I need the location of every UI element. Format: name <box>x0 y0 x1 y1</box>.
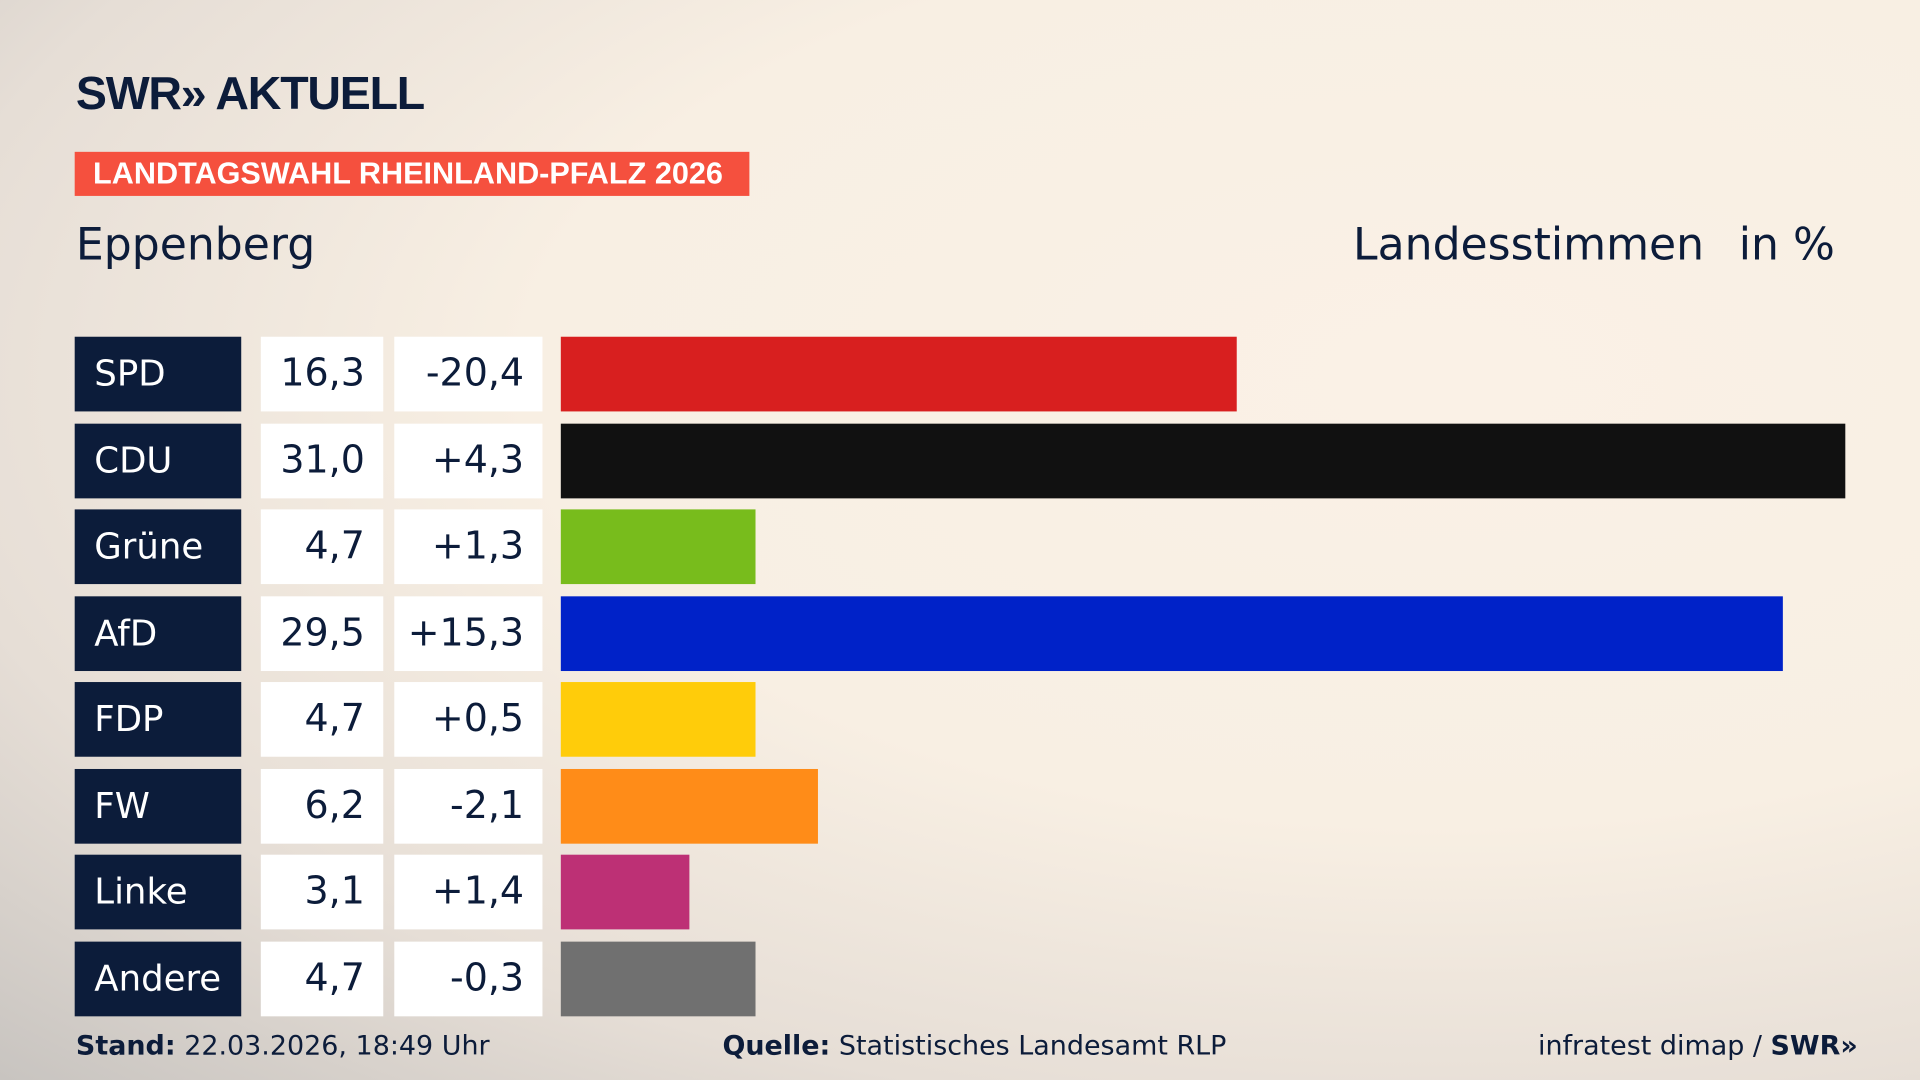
diff-label: -0,3 <box>394 941 543 1016</box>
party-row: FDP 4,7 +0,5 <box>0 682 1920 757</box>
bar-fdp <box>560 682 756 757</box>
diff-label: -20,4 <box>394 336 543 412</box>
diff-label: +15,3 <box>394 595 543 671</box>
value-label: 31,0 <box>260 423 384 498</box>
party-label: SPD <box>74 336 242 412</box>
swr-logo: SWR» <box>1770 1031 1858 1062</box>
diff-label: +1,4 <box>394 854 543 930</box>
party-label: Andere <box>74 941 242 1016</box>
diff-label: -2,1 <box>394 768 543 844</box>
party-label: Grüne <box>74 509 242 585</box>
place-title: Eppenberg <box>75 220 316 271</box>
diff-label: +4,3 <box>394 423 543 498</box>
party-label: CDU <box>74 423 242 498</box>
party-row: CDU 31,0 +4,3 <box>0 423 1920 498</box>
value-label: 29,5 <box>260 595 384 671</box>
value-label: 4,7 <box>260 509 384 585</box>
bar-spd <box>560 336 1237 412</box>
stand-label: Stand: <box>75 1031 176 1062</box>
diff-label: +1,3 <box>394 509 543 585</box>
party-row: SPD 16,3 -20,4 <box>0 336 1920 412</box>
bar-fw <box>560 768 818 844</box>
value-label: 16,3 <box>260 336 384 412</box>
party-label: FDP <box>74 682 242 757</box>
source: Quelle: Statistisches Landesamt RLP <box>722 1031 1226 1062</box>
bar-andere <box>560 941 756 1016</box>
bar-cdu <box>560 423 1846 498</box>
credit: infratest dimap / SWR» <box>1538 1031 1858 1062</box>
value-label: 3,1 <box>260 854 384 930</box>
source-value: Statistisches Landesamt RLP <box>838 1031 1227 1062</box>
party-row: AfD 29,5 +15,3 <box>0 595 1920 671</box>
party-row: Andere 4,7 -0,3 <box>0 941 1920 1016</box>
diff-label: +0,5 <box>394 682 543 757</box>
party-row: FW 6,2 -2,1 <box>0 768 1920 844</box>
stand-value: 22.03.2026, 18:49 Uhr <box>184 1031 490 1062</box>
metric-label: Landesstimmen <box>1353 220 1705 271</box>
value-label: 6,2 <box>260 768 384 844</box>
bar-grüne <box>560 509 756 585</box>
election-banner: LANDTAGSWAHL RHEINLAND-PFALZ 2026 <box>74 151 750 196</box>
unit-label: in % <box>1738 220 1835 271</box>
timestamp: Stand: 22.03.2026, 18:49 Uhr <box>76 1031 490 1062</box>
bar-linke <box>560 854 690 930</box>
swr-aktuell-logo: SWR» AKTUELL <box>75 68 425 121</box>
party-label: Linke <box>74 854 242 930</box>
credit-text: infratest dimap / <box>1537 1031 1771 1062</box>
source-label: Quelle: <box>722 1031 831 1062</box>
party-row: Linke 3,1 +1,4 <box>0 854 1920 930</box>
party-row: Grüne 4,7 +1,3 <box>0 509 1920 585</box>
bar-afd <box>560 595 1784 671</box>
party-label: FW <box>74 768 242 844</box>
value-label: 4,7 <box>260 941 384 1016</box>
party-label: AfD <box>74 595 242 671</box>
value-label: 4,7 <box>260 682 384 757</box>
